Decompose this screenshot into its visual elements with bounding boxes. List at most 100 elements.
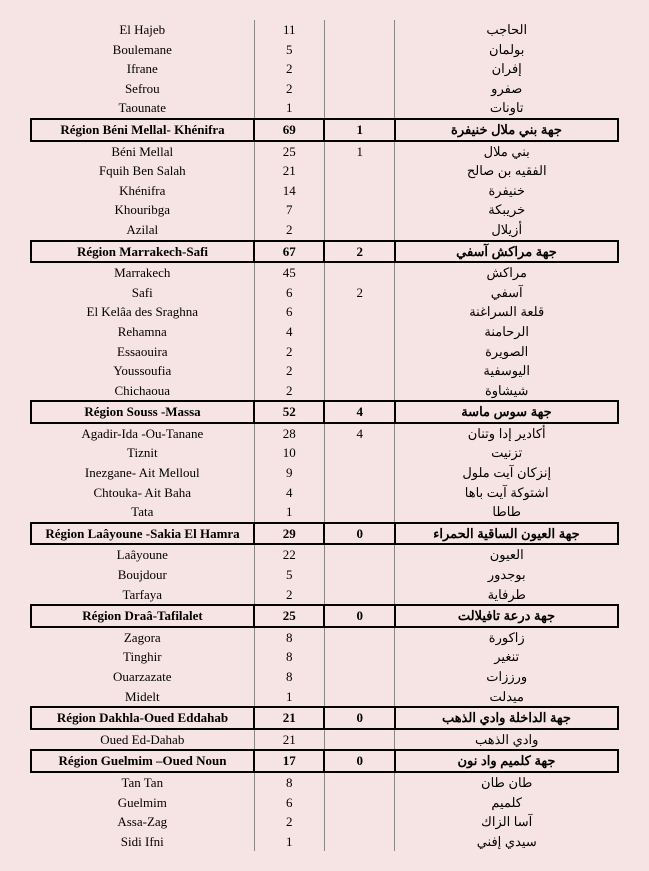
- count-primary: 9: [254, 463, 324, 483]
- place-name-ar: أزيلال: [395, 220, 618, 241]
- count-secondary: [324, 812, 394, 832]
- place-row: Chichaoua2شيشاوة: [31, 381, 618, 402]
- place-row: Oued Ed-Dahab21وادي الذهب: [31, 729, 618, 751]
- count-primary: 4: [254, 483, 324, 503]
- count-secondary: [324, 302, 394, 322]
- place-name-fr: El Kelâa des Sraghna: [31, 302, 254, 322]
- count-secondary: [324, 20, 394, 40]
- place-name-ar: اليوسفية: [395, 361, 618, 381]
- place-row: Taounate1تاونات: [31, 98, 618, 119]
- count-primary: 29: [254, 523, 324, 545]
- place-row: Boulemane5بولمان: [31, 40, 618, 60]
- count-secondary: [324, 627, 394, 648]
- place-name-fr: Tiznit: [31, 443, 254, 463]
- place-name-ar: تاونات: [395, 98, 618, 119]
- count-primary: 21: [254, 161, 324, 181]
- count-primary: 6: [254, 302, 324, 322]
- region-name-ar: جهة الداخلة وادي الذهب: [395, 707, 618, 729]
- place-row: Guelmim6كلميم: [31, 793, 618, 813]
- region-name-fr: Région Marrakech-Safi: [31, 241, 254, 263]
- place-row: Khouribga7خريبكة: [31, 200, 618, 220]
- count-secondary: [324, 502, 394, 523]
- place-row: Boujdour5بوجدور: [31, 565, 618, 585]
- count-primary: 52: [254, 401, 324, 423]
- count-primary: 25: [254, 605, 324, 627]
- region-header-row: Région Dakhla-Oued Eddahab210جهة الداخلة…: [31, 707, 618, 729]
- count-secondary: [324, 322, 394, 342]
- place-name-fr: Inezgane- Ait Melloul: [31, 463, 254, 483]
- place-name-ar: اشتوكة آيت باها: [395, 483, 618, 503]
- count-secondary: 0: [324, 750, 394, 772]
- count-primary: 2: [254, 342, 324, 362]
- place-row: Youssoufia2اليوسفية: [31, 361, 618, 381]
- count-secondary: [324, 79, 394, 99]
- place-row: Tarfaya2طرفاية: [31, 585, 618, 606]
- place-name-fr: Tata: [31, 502, 254, 523]
- count-secondary: [324, 793, 394, 813]
- place-row: Khénifra14خنيفرة: [31, 181, 618, 201]
- count-secondary: [324, 40, 394, 60]
- count-secondary: [324, 832, 394, 852]
- region-name-fr: Région Béni Mellal- Khénifra: [31, 119, 254, 141]
- count-secondary: [324, 98, 394, 119]
- count-secondary: [324, 381, 394, 402]
- place-name-fr: Taounate: [31, 98, 254, 119]
- place-name-ar: مراكش: [395, 262, 618, 283]
- region-name-fr: Région Draâ-Tafilalet: [31, 605, 254, 627]
- place-name-ar: طرفاية: [395, 585, 618, 606]
- place-name-fr: Chtouka- Ait Baha: [31, 483, 254, 503]
- place-name-fr: El Hajeb: [31, 20, 254, 40]
- place-row: Fquih Ben Salah21الفقيه بن صالح: [31, 161, 618, 181]
- place-row: Tiznit10تزنيت: [31, 443, 618, 463]
- count-primary: 22: [254, 544, 324, 565]
- place-name-ar: زاكورة: [395, 627, 618, 648]
- place-row: Ifrane2 إفران: [31, 59, 618, 79]
- count-secondary: [324, 544, 394, 565]
- place-row: Tinghir8تنغير: [31, 647, 618, 667]
- place-name-ar: صفرو: [395, 79, 618, 99]
- count-secondary: [324, 262, 394, 283]
- place-name-fr: Rehamna: [31, 322, 254, 342]
- place-name-fr: Boulemane: [31, 40, 254, 60]
- place-row: Assa-Zag2آسا الزاك: [31, 812, 618, 832]
- count-secondary: 2: [324, 241, 394, 263]
- count-primary: 1: [254, 832, 324, 852]
- place-name-ar: ميدلت: [395, 687, 618, 708]
- count-secondary: [324, 220, 394, 241]
- count-secondary: [324, 667, 394, 687]
- place-name-fr: Marrakech: [31, 262, 254, 283]
- place-row: Sefrou2صفرو: [31, 79, 618, 99]
- place-name-fr: Khénifra: [31, 181, 254, 201]
- place-name-ar: بني ملال: [395, 141, 618, 162]
- place-name-ar: الرحامنة: [395, 322, 618, 342]
- count-secondary: 2: [324, 283, 394, 303]
- place-row: Marrakech45مراكش: [31, 262, 618, 283]
- place-row: Zagora8زاكورة: [31, 627, 618, 648]
- place-name-fr: Agadir-Ida -Ou-Tanane: [31, 423, 254, 444]
- place-row: Essaouira2الصويرة: [31, 342, 618, 362]
- place-name-fr: Fquih Ben Salah: [31, 161, 254, 181]
- place-name-ar: العيون: [395, 544, 618, 565]
- count-primary: 8: [254, 647, 324, 667]
- count-primary: 1: [254, 502, 324, 523]
- place-name-fr: Ifrane: [31, 59, 254, 79]
- count-secondary: 0: [324, 523, 394, 545]
- place-name-fr: Essaouira: [31, 342, 254, 362]
- place-row: Safi62آسفي: [31, 283, 618, 303]
- place-name-ar: إنزكان آيت ملول: [395, 463, 618, 483]
- place-name-ar: إفران: [395, 59, 618, 79]
- place-name-ar: بوجدور: [395, 565, 618, 585]
- place-name-ar: طان طان: [395, 772, 618, 793]
- place-name-ar: شيشاوة: [395, 381, 618, 402]
- count-primary: 2: [254, 59, 324, 79]
- count-primary: 25: [254, 141, 324, 162]
- place-name-ar: خنيفرة: [395, 181, 618, 201]
- count-primary: 10: [254, 443, 324, 463]
- region-header-row: Région Guelmim –Oued Noun170جهة كلميم وا…: [31, 750, 618, 772]
- place-name-fr: Youssoufia: [31, 361, 254, 381]
- place-name-fr: Tan Tan: [31, 772, 254, 793]
- region-name-ar: جهة درعة تافيلالت: [395, 605, 618, 627]
- region-name-fr: Région Guelmim –Oued Noun: [31, 750, 254, 772]
- place-name-fr: Tinghir: [31, 647, 254, 667]
- regions-table: El Hajeb11الحاجبBoulemane5بولمانIfrane2إ…: [30, 20, 619, 851]
